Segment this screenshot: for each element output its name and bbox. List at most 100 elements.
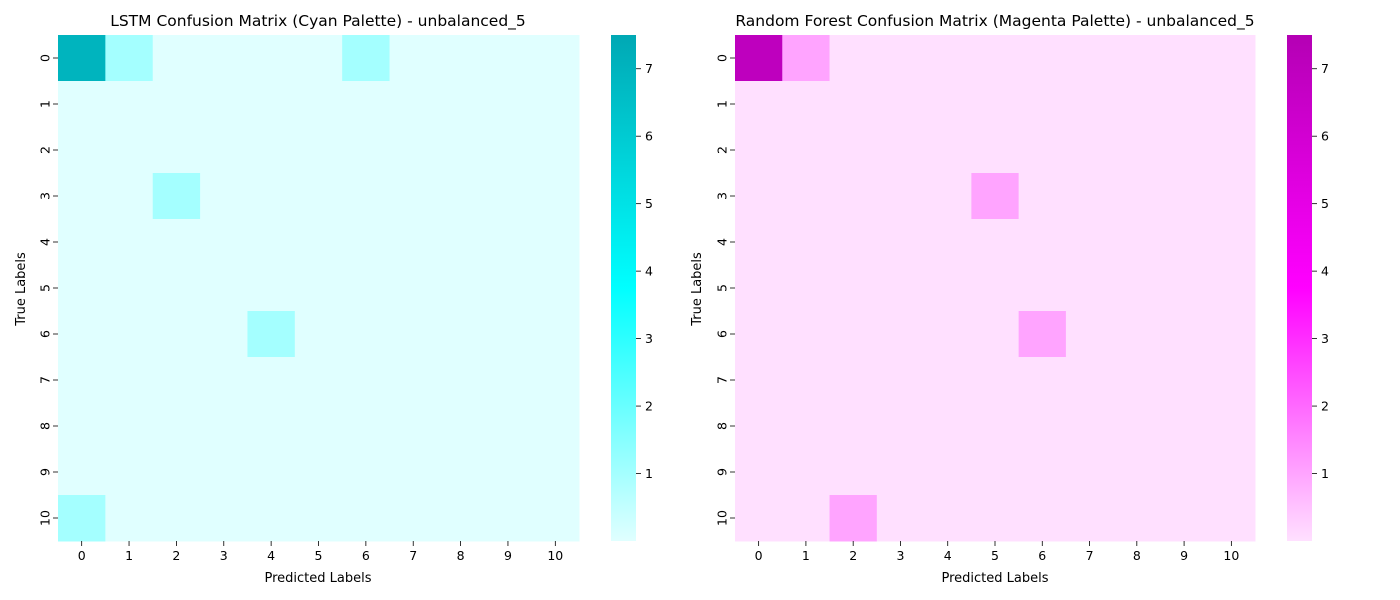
rf-x-tick-label: 0 xyxy=(755,548,763,563)
lstm-cell-r6-c4 xyxy=(247,311,296,358)
lstm-cell-r1-c7 xyxy=(389,81,438,128)
lstm-cell-r2-c1 xyxy=(105,127,154,174)
lstm-cell-r10-c0 xyxy=(58,495,106,542)
rf-cell-r10-c3 xyxy=(876,495,925,542)
rf-y-tick-label: 1 xyxy=(715,100,730,108)
lstm-cell-r0-c3 xyxy=(200,35,248,82)
rf-cell-r7-c2 xyxy=(829,357,878,404)
rf-cell-r9-c3 xyxy=(876,449,925,496)
rf-cell-r3-c9 xyxy=(1160,173,1209,220)
rf-cell-r7-c6 xyxy=(1018,357,1067,404)
lstm-cell-r0-c7 xyxy=(389,35,438,82)
rf-cell-r7-c1 xyxy=(782,357,831,404)
lstm-y-tick-label: 4 xyxy=(38,238,53,246)
rf-cell-r0-c0 xyxy=(735,35,783,82)
rf-cell-r2-c5 xyxy=(971,127,1020,174)
lstm-x-tick-label: 7 xyxy=(409,548,417,563)
lstm-cell-r3-c7 xyxy=(389,173,438,220)
rf-colorbar-tick-label: 2 xyxy=(1321,399,1329,414)
lstm-cell-r0-c0 xyxy=(58,35,106,82)
rf-cell-r3-c4 xyxy=(924,173,972,220)
rf-colorbar-tick-label: 6 xyxy=(1321,129,1329,144)
rf-x-tick-label: 9 xyxy=(1180,548,1188,563)
rf-cell-r10-c10 xyxy=(1207,495,1256,542)
rf-cell-r0-c4 xyxy=(924,35,972,82)
lstm-cell-r1-c8 xyxy=(436,81,485,128)
lstm-cell-r7-c2 xyxy=(152,357,201,404)
rf-y-tick-label: 7 xyxy=(715,376,730,384)
lstm-cell-r2-c10 xyxy=(531,127,580,174)
lstm-colorbar xyxy=(611,35,636,541)
rf-cell-r2-c7 xyxy=(1065,127,1114,174)
lstm-x-ticks: 0 1 2 3 4 5 6 7 8 9 10 xyxy=(78,541,563,563)
rf-cell-r3-c6 xyxy=(1018,173,1067,220)
rf-cell-r2-c8 xyxy=(1113,127,1161,174)
lstm-cell-r0-c9 xyxy=(484,35,533,82)
lstm-cell-r1-c2 xyxy=(152,81,201,128)
rf-cell-r7-c4 xyxy=(924,357,972,404)
rf-cell-r5-c4 xyxy=(924,265,972,312)
lstm-x-tick-label: 6 xyxy=(362,548,370,563)
rf-colorbar-ticks: 1 2 3 4 5 6 7 xyxy=(1312,61,1329,481)
rf-cell-r1-c10 xyxy=(1207,81,1256,128)
rf-y-axis-label: True Labels xyxy=(690,252,705,327)
lstm-cell-r4-c2 xyxy=(152,219,201,266)
rf-cell-r3-c7 xyxy=(1065,173,1114,220)
rf-cell-r3-c5 xyxy=(971,173,1020,220)
rf-cell-r5-c3 xyxy=(876,265,925,312)
rf-cell-r1-c0 xyxy=(735,81,783,128)
lstm-cell-r0-c4 xyxy=(247,35,296,82)
lstm-cell-r4-c7 xyxy=(389,219,438,266)
lstm-cell-r7-c8 xyxy=(436,357,485,404)
lstm-cell-r1-c0 xyxy=(58,81,106,128)
rf-cell-r7-c7 xyxy=(1065,357,1114,404)
lstm-cell-r4-c1 xyxy=(105,219,154,266)
rf-cell-r9-c10 xyxy=(1207,449,1256,496)
lstm-x-tick-label: 2 xyxy=(172,548,180,563)
rf-cell-r4-c5 xyxy=(971,219,1020,266)
lstm-cell-r1-c5 xyxy=(294,81,343,128)
rf-cell-r8-c2 xyxy=(829,403,878,450)
rf-cell-r0-c6 xyxy=(1018,35,1067,82)
rf-y-tick-label: 0 xyxy=(715,54,730,62)
lstm-cell-r4-c4 xyxy=(247,219,296,266)
lstm-cell-r8-c1 xyxy=(105,403,154,450)
lstm-cell-r6-c1 xyxy=(105,311,154,358)
rf-cell-r9-c5 xyxy=(971,449,1020,496)
lstm-cell-r1-c4 xyxy=(247,81,296,128)
rf-cell-r9-c6 xyxy=(1018,449,1067,496)
rf-cell-r0-c1 xyxy=(782,35,831,82)
rf-cell-r9-c2 xyxy=(829,449,878,496)
rf-cell-r9-c9 xyxy=(1160,449,1209,496)
lstm-cell-r2-c3 xyxy=(200,127,248,174)
lstm-cell-r9-c1 xyxy=(105,449,154,496)
rf-cell-r0-c3 xyxy=(876,35,925,82)
rf-panel: Random Forest Confusion Matrix (Magenta … xyxy=(690,12,1329,586)
lstm-colorbar-tick-label: 6 xyxy=(645,129,653,144)
rf-cell-r6-c6 xyxy=(1018,311,1067,358)
rf-y-tick-label: 2 xyxy=(715,146,730,154)
lstm-cell-r8-c2 xyxy=(152,403,201,450)
lstm-cell-r1-c10 xyxy=(531,81,580,128)
rf-colorbar-tick-label: 5 xyxy=(1321,196,1329,211)
lstm-cell-r6-c10 xyxy=(531,311,580,358)
rf-x-tick-label: 1 xyxy=(802,548,810,563)
lstm-x-tick-label: 0 xyxy=(78,548,86,563)
rf-cell-r8-c4 xyxy=(924,403,972,450)
rf-cell-r2-c0 xyxy=(735,127,783,174)
rf-cell-r1-c2 xyxy=(829,81,878,128)
lstm-cell-r10-c1 xyxy=(105,495,154,542)
rf-cell-r5-c5 xyxy=(971,265,1020,312)
rf-cell-r7-c5 xyxy=(971,357,1020,404)
lstm-cell-r8-c8 xyxy=(436,403,485,450)
lstm-cell-r1-c6 xyxy=(342,81,391,128)
lstm-cell-r6-c8 xyxy=(436,311,485,358)
rf-cell-r7-c10 xyxy=(1207,357,1256,404)
lstm-y-tick-label: 7 xyxy=(38,376,53,384)
lstm-x-axis-label: Predicted Labels xyxy=(264,571,371,586)
rf-cell-r6-c3 xyxy=(876,311,925,358)
rf-x-ticks: 0 1 2 3 4 5 6 7 8 9 10 xyxy=(755,541,1239,563)
lstm-cell-r3-c4 xyxy=(247,173,296,220)
lstm-cell-r6-c6 xyxy=(342,311,391,358)
rf-cell-r9-c1 xyxy=(782,449,831,496)
